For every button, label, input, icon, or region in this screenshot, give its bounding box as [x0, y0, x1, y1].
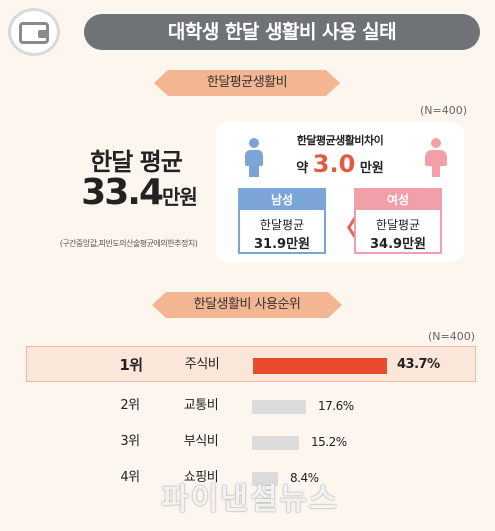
gender-difference-panel: 한달평균생활비차이 약 3.0 만원 남성 한달평균 31.9만원 〈 여성 한… — [216, 122, 464, 262]
male-average-value: 31.9만원 — [254, 237, 310, 252]
rank-value-label: 17.6% — [318, 399, 354, 413]
rank-category-label: 쇼핑비 — [183, 470, 219, 485]
rank-category-label: 주식비 — [184, 357, 220, 372]
page-title: 대학생 한달 생활비 사용 실태 — [167, 21, 397, 43]
rank-bar — [252, 472, 278, 486]
difference-prefix: 약 — [296, 161, 309, 176]
rank-category-label: 부식비 — [183, 434, 219, 449]
source-note: (구간중앙값,피빈도의산술평균에의한추정치) — [59, 239, 198, 248]
difference-value-line: 약 3.0 만원 — [216, 150, 464, 178]
rank-bar — [252, 400, 306, 414]
rank-row: 4위 쇼핑비 8.4% — [26, 460, 476, 496]
female-average-box: 여성 한달평균 34.9만원 — [354, 188, 442, 254]
female-person-icon — [425, 138, 447, 178]
female-average-value: 34.9만원 — [370, 237, 426, 252]
male-average-box: 남성 한달평균 31.9만원 — [238, 188, 326, 254]
title-bar — [84, 14, 480, 50]
ranking-sample-size-label: (N=400) — [428, 330, 476, 343]
average-title: 한달 평균 — [90, 148, 183, 176]
watermark-logo: 파이낸셜뉴스 — [161, 482, 339, 517]
difference-unit: 만원 — [359, 161, 384, 176]
rank-value-label: 15.2% — [311, 435, 347, 449]
rank-number: 1위 — [119, 356, 143, 374]
section-ribbon-average: 한달평균생활비 — [154, 70, 340, 96]
female-average-label: 한달평균 — [375, 218, 421, 232]
logo-badge — [8, 8, 60, 56]
rank-category-label: 교통비 — [183, 398, 219, 413]
difference-number: 3.0 — [312, 150, 356, 178]
female-label: 여성 — [356, 190, 440, 210]
wallet-icon — [19, 22, 49, 44]
rank-value-label: 43.7% — [397, 357, 440, 372]
rank-number: 4위 — [120, 470, 140, 485]
rank-number: 3위 — [120, 434, 140, 449]
male-average-label: 한달평균 — [259, 218, 305, 232]
header: 대학생 한달 생활비 사용 실태 — [0, 0, 495, 62]
average-number: 33.4 — [81, 172, 164, 213]
rank-row: 2위 교통비 17.6% — [26, 388, 476, 424]
rank-row: 3위 부식비 15.2% — [26, 424, 476, 460]
section-ribbon-ranking: 한달생활비 사용순위 — [152, 292, 342, 318]
rank-number: 2위 — [120, 398, 140, 413]
difference-title: 한달평균생활비차이 — [296, 134, 384, 147]
average-value: 33.4만원 — [54, 172, 224, 213]
male-label: 남성 — [240, 190, 324, 210]
average-unit: 만원 — [162, 185, 198, 209]
rank-row: 1위 주식비 43.7% — [26, 346, 476, 382]
rank-bar — [253, 358, 387, 374]
sample-size-label: (N=400) — [420, 104, 468, 117]
male-person-icon — [244, 138, 264, 178]
rank-bar — [252, 436, 299, 450]
rank-value-label: 8.4% — [290, 471, 319, 485]
